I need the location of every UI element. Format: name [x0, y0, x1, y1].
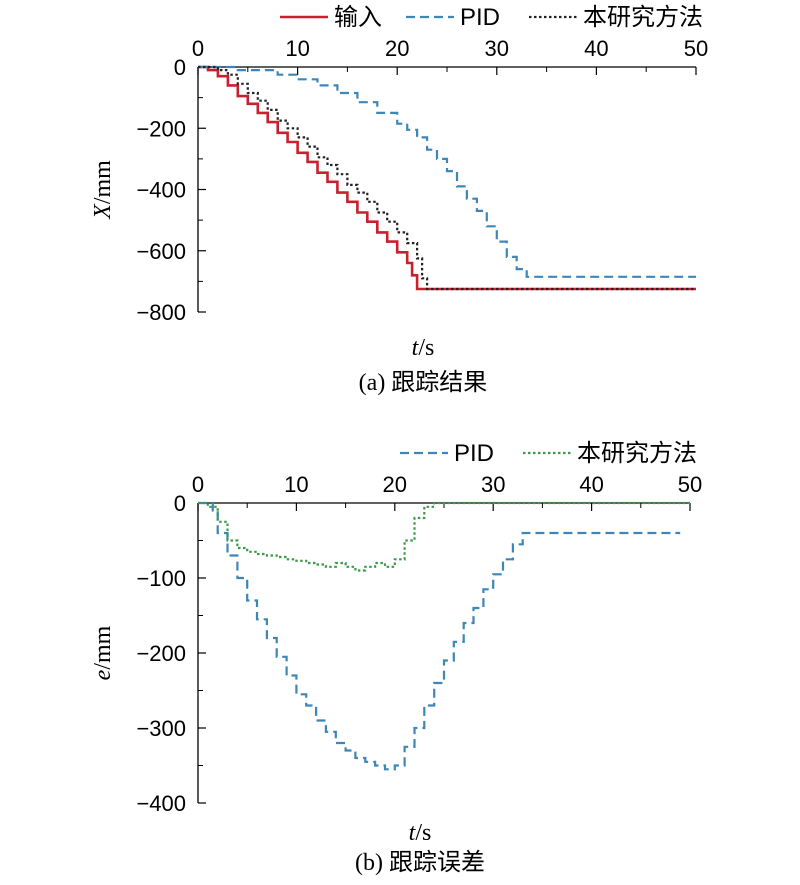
chart-1-x-tick-label: 10 — [284, 472, 308, 497]
chart-1-y-tick-label: −200 — [136, 641, 186, 666]
chart-1-y-axis-title: e/mm — [90, 625, 116, 680]
chart-1-y-axis-unit: /mm — [90, 625, 116, 669]
chart-0-x-axis-unit: /s — [418, 335, 434, 361]
chart-0-series-2-line — [198, 65, 696, 291]
chart-0-x-tick-label: 50 — [684, 36, 708, 61]
chart-0-x-tick-label: 0 — [192, 36, 204, 61]
chart-1-x-axis-unit: /s — [415, 820, 431, 846]
chart-1-y-tick-label: −400 — [136, 791, 186, 816]
chart-1-x-tick-label: 40 — [579, 472, 603, 497]
chart-1-y-tick-label: −300 — [136, 716, 186, 741]
chart-0-legend-label-0: 输入 — [334, 4, 382, 31]
chart-1-series-0-line — [198, 501, 681, 771]
chart-0-y-tick-label: −200 — [136, 116, 186, 141]
chart-0-y-axis-title: X/mm — [90, 160, 116, 220]
chart-0-legend-label-2: 本研究方法 — [583, 4, 703, 31]
chart-1-series-1-line — [198, 501, 690, 572]
chart-0-y-tick-label: −800 — [136, 300, 186, 325]
chart-0-x-tick-label: 40 — [584, 36, 608, 61]
chart-1-y-tick-label: −100 — [136, 566, 186, 591]
chart-1-legend-label-0: PID — [454, 440, 494, 467]
chart-1-y-axis-var: e — [90, 669, 116, 680]
chart-0-x-axis-var: t — [412, 335, 420, 361]
chart-1-caption: (b) 跟踪误差 — [355, 849, 485, 876]
chart-0-y-tick-label: −600 — [136, 239, 186, 264]
chart-0-y-tick-label: −400 — [136, 178, 186, 203]
chart-0-y-axis-unit: /mm — [90, 160, 116, 204]
chart-1-x-tick-label: 30 — [481, 472, 505, 497]
chart-1-x-axis-var: t — [409, 820, 417, 846]
chart-0-x-tick-label: 20 — [385, 36, 409, 61]
chart-0-x-tick-label: 10 — [285, 36, 309, 61]
chart-0-y-axis-var: X — [90, 203, 116, 220]
chart-1-x-axis-title: t/s — [409, 820, 432, 846]
chart-0-series-0-line — [198, 65, 696, 291]
chart-0-caption: (a) 跟踪结果 — [359, 369, 488, 396]
chart-0-x-axis-title: t/s — [412, 335, 435, 361]
chart-0-legend-label-1: PID — [460, 4, 500, 31]
chart-1-y-tick-label: 0 — [174, 491, 186, 516]
chart-1-x-tick-label: 50 — [678, 472, 702, 497]
chart-1: 0 10 20 30 40 50 0 −100 −200 −300 −400 PID 本研究方法 e/mm… — [90, 440, 702, 876]
chart-0-series-1-line — [198, 65, 696, 278]
chart-1-x-tick-label: 20 — [383, 472, 407, 497]
chart-0-y-tick-label: 0 — [174, 55, 186, 80]
chart-1-legend-label-1: 本研究方法 — [577, 440, 697, 467]
chart-1-x-tick-label: 0 — [192, 472, 204, 497]
chart-0-x-tick-label: 30 — [485, 36, 509, 61]
